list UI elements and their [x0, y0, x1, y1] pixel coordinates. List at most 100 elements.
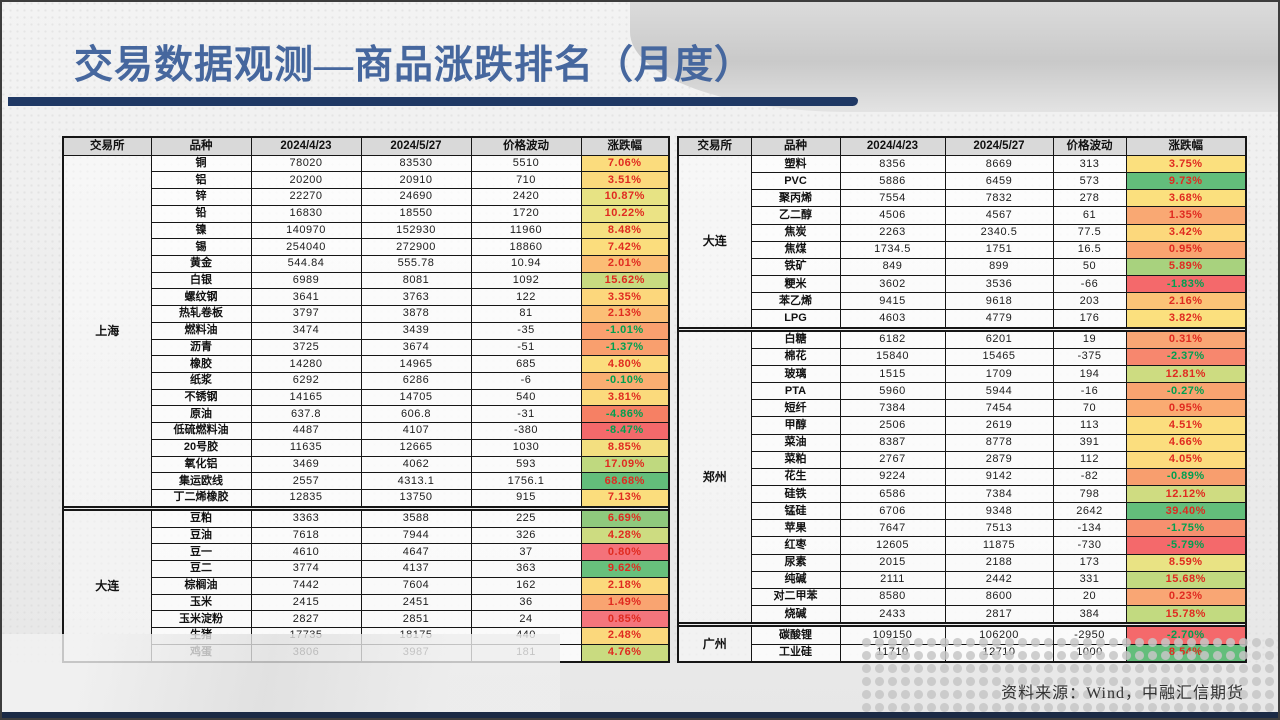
price-2024-4-23-cell: 20200 — [250, 171, 362, 190]
change-cell: 593 — [470, 455, 582, 474]
variety-cell: 玉米淀粉 — [150, 610, 252, 628]
table-row: 玉米淀粉 2827 2851 24 0.85% — [63, 610, 670, 628]
price-2024-5-27-cell: 83530 — [360, 154, 472, 173]
pct-change-cell: 0.31% — [1125, 330, 1247, 349]
pct-change-cell: -2.37% — [1125, 347, 1247, 367]
change-cell: 181 — [470, 643, 582, 663]
table-row: 丁二烯橡胶 12835 13750 915 7.13% — [63, 488, 670, 508]
change-cell: 19 — [1052, 330, 1127, 349]
price-2024-5-27-cell: 14705 — [360, 388, 472, 407]
price-2024-5-27-cell: 4062 — [360, 455, 472, 474]
price-2024-4-23-cell: 2767 — [839, 450, 946, 469]
pct-change-cell: 0.95% — [1125, 240, 1247, 259]
price-2024-4-23-cell: 78020 — [250, 154, 362, 173]
variety-cell: 沥青 — [150, 338, 252, 357]
table-row: 低硫燃料油 4487 4107 -380 -8.47% — [63, 422, 670, 440]
price-2024-4-23-cell: 109150 — [839, 625, 946, 645]
table-row: 棕榈油 7442 7604 162 2.18% — [63, 576, 670, 595]
table-row: 黄金 544.84 555.78 10.94 2.01% — [63, 254, 670, 273]
price-2024-4-23-cell: 1515 — [839, 364, 946, 384]
price-2024-5-27-cell: 4567 — [944, 206, 1054, 225]
price-2024-4-23-cell: 7442 — [250, 576, 362, 595]
price-2024-5-27-cell: 2817 — [944, 604, 1054, 624]
pct-change-cell: -1.83% — [1125, 275, 1247, 294]
change-cell: 225 — [470, 509, 582, 528]
price-2024-4-23-cell: 2111 — [839, 570, 946, 589]
price-2024-5-27-cell: 24690 — [360, 188, 472, 206]
change-cell: 331 — [1052, 570, 1127, 589]
pct-change-cell: 68.68% — [580, 472, 670, 490]
variety-cell: 苯乙烯 — [750, 292, 841, 311]
price-2024-4-23-cell: 1734.5 — [839, 240, 946, 259]
change-cell: -6 — [470, 371, 582, 390]
price-2024-5-27-cell: 1751 — [944, 240, 1054, 259]
price-2024-5-27-cell: 4647 — [360, 543, 472, 562]
variety-cell: 碳酸锂 — [750, 625, 841, 645]
price-2024-4-23-cell: 2433 — [839, 604, 946, 624]
price-2024-5-27-cell: 2340.5 — [944, 223, 1054, 242]
pct-change-cell: 2.01% — [580, 254, 670, 273]
price-2024-5-27-cell: 8081 — [360, 271, 472, 290]
price-2024-5-27-cell: 4779 — [944, 309, 1054, 329]
pct-change-cell: 8.59% — [1125, 553, 1247, 572]
variety-cell: 棉花 — [750, 347, 841, 367]
variety-cell: 聚丙烯 — [750, 189, 841, 208]
change-cell: 50 — [1052, 257, 1127, 277]
change-cell: -31 — [470, 405, 582, 424]
pct-change-cell: 1.35% — [1125, 206, 1247, 225]
variety-cell: 不锈钢 — [150, 388, 252, 407]
pct-change-cell: -0.27% — [1125, 382, 1247, 401]
price-2024-5-27-cell: 7454 — [944, 399, 1054, 418]
change-cell: 36 — [470, 593, 582, 612]
price-2024-5-27-cell: 7604 — [360, 576, 472, 595]
variety-cell: 黄金 — [150, 254, 252, 273]
change-cell: -35 — [470, 321, 582, 340]
price-2024-4-23-cell: 6989 — [250, 271, 362, 290]
price-2024-4-23-cell: 4610 — [250, 543, 362, 562]
price-2024-5-27-cell: 4313.1 — [360, 472, 472, 490]
price-2024-5-27-cell: 3674 — [360, 338, 472, 357]
table-row: 原油 637.8 606.8 -31 -4.86% — [63, 405, 670, 424]
pct-change-cell: -2.70% — [1125, 625, 1247, 645]
exchange-cell: 大连 — [677, 155, 752, 329]
change-cell: 162 — [470, 576, 582, 595]
column-header: 交易所 — [62, 136, 152, 156]
change-cell: 2420 — [470, 188, 582, 206]
pct-change-cell: 8.54% — [1125, 643, 1247, 663]
change-cell: 1756.1 — [470, 472, 582, 490]
change-cell: 18860 — [470, 238, 582, 256]
variety-cell: 纯碱 — [750, 570, 841, 589]
table-row: 工业硅 11710 12710 1000 8.54% — [678, 643, 1247, 663]
variety-cell: 铝 — [150, 171, 252, 190]
pct-change-cell: 7.06% — [580, 154, 670, 173]
price-2024-4-23-cell: 4603 — [839, 309, 946, 329]
price-2024-5-27-cell: 3878 — [360, 305, 472, 323]
change-cell: -16 — [1052, 382, 1127, 401]
price-2024-5-27-cell: 555.78 — [360, 254, 472, 273]
column-header: 价格波动 — [470, 136, 582, 156]
price-2024-5-27-cell: 3763 — [360, 288, 472, 307]
price-2024-4-23-cell: 2506 — [839, 416, 946, 435]
table-row: 白银 6989 8081 1092 15.62% — [63, 271, 670, 290]
column-header: 品种 — [150, 136, 252, 156]
variety-cell: 锰硅 — [750, 502, 841, 521]
change-cell: 915 — [470, 488, 582, 508]
price-2024-4-23-cell: 11710 — [839, 643, 946, 663]
price-2024-5-27-cell: 2619 — [944, 416, 1054, 435]
table-row: 尿素 2015 2188 173 8.59% — [678, 553, 1247, 572]
price-2024-5-27-cell: 5944 — [944, 382, 1054, 401]
table-row: 集运欧线 2557 4313.1 1756.1 68.68% — [63, 472, 670, 490]
price-2024-5-27-cell: 6201 — [944, 330, 1054, 349]
price-2024-4-23-cell: 2015 — [839, 553, 946, 572]
table-row: 铁矿 849 899 50 5.89% — [678, 257, 1247, 277]
price-2024-5-27-cell: 7832 — [944, 189, 1054, 208]
variety-cell: 原油 — [150, 405, 252, 424]
variety-cell: 乙二醇 — [750, 206, 841, 225]
pct-change-cell: 3.51% — [580, 171, 670, 190]
table-row: 菜油 8387 8778 391 4.66% — [678, 433, 1247, 452]
table-row: 大连 塑料 8356 8669 313 3.75% — [677, 155, 1247, 329]
pct-change-cell: 10.87% — [580, 188, 670, 206]
table-row: 花生 9224 9142 -82 -0.89% — [678, 467, 1247, 486]
price-2024-5-27-cell: 9142 — [944, 467, 1054, 486]
price-2024-4-23-cell: 3363 — [250, 509, 362, 528]
